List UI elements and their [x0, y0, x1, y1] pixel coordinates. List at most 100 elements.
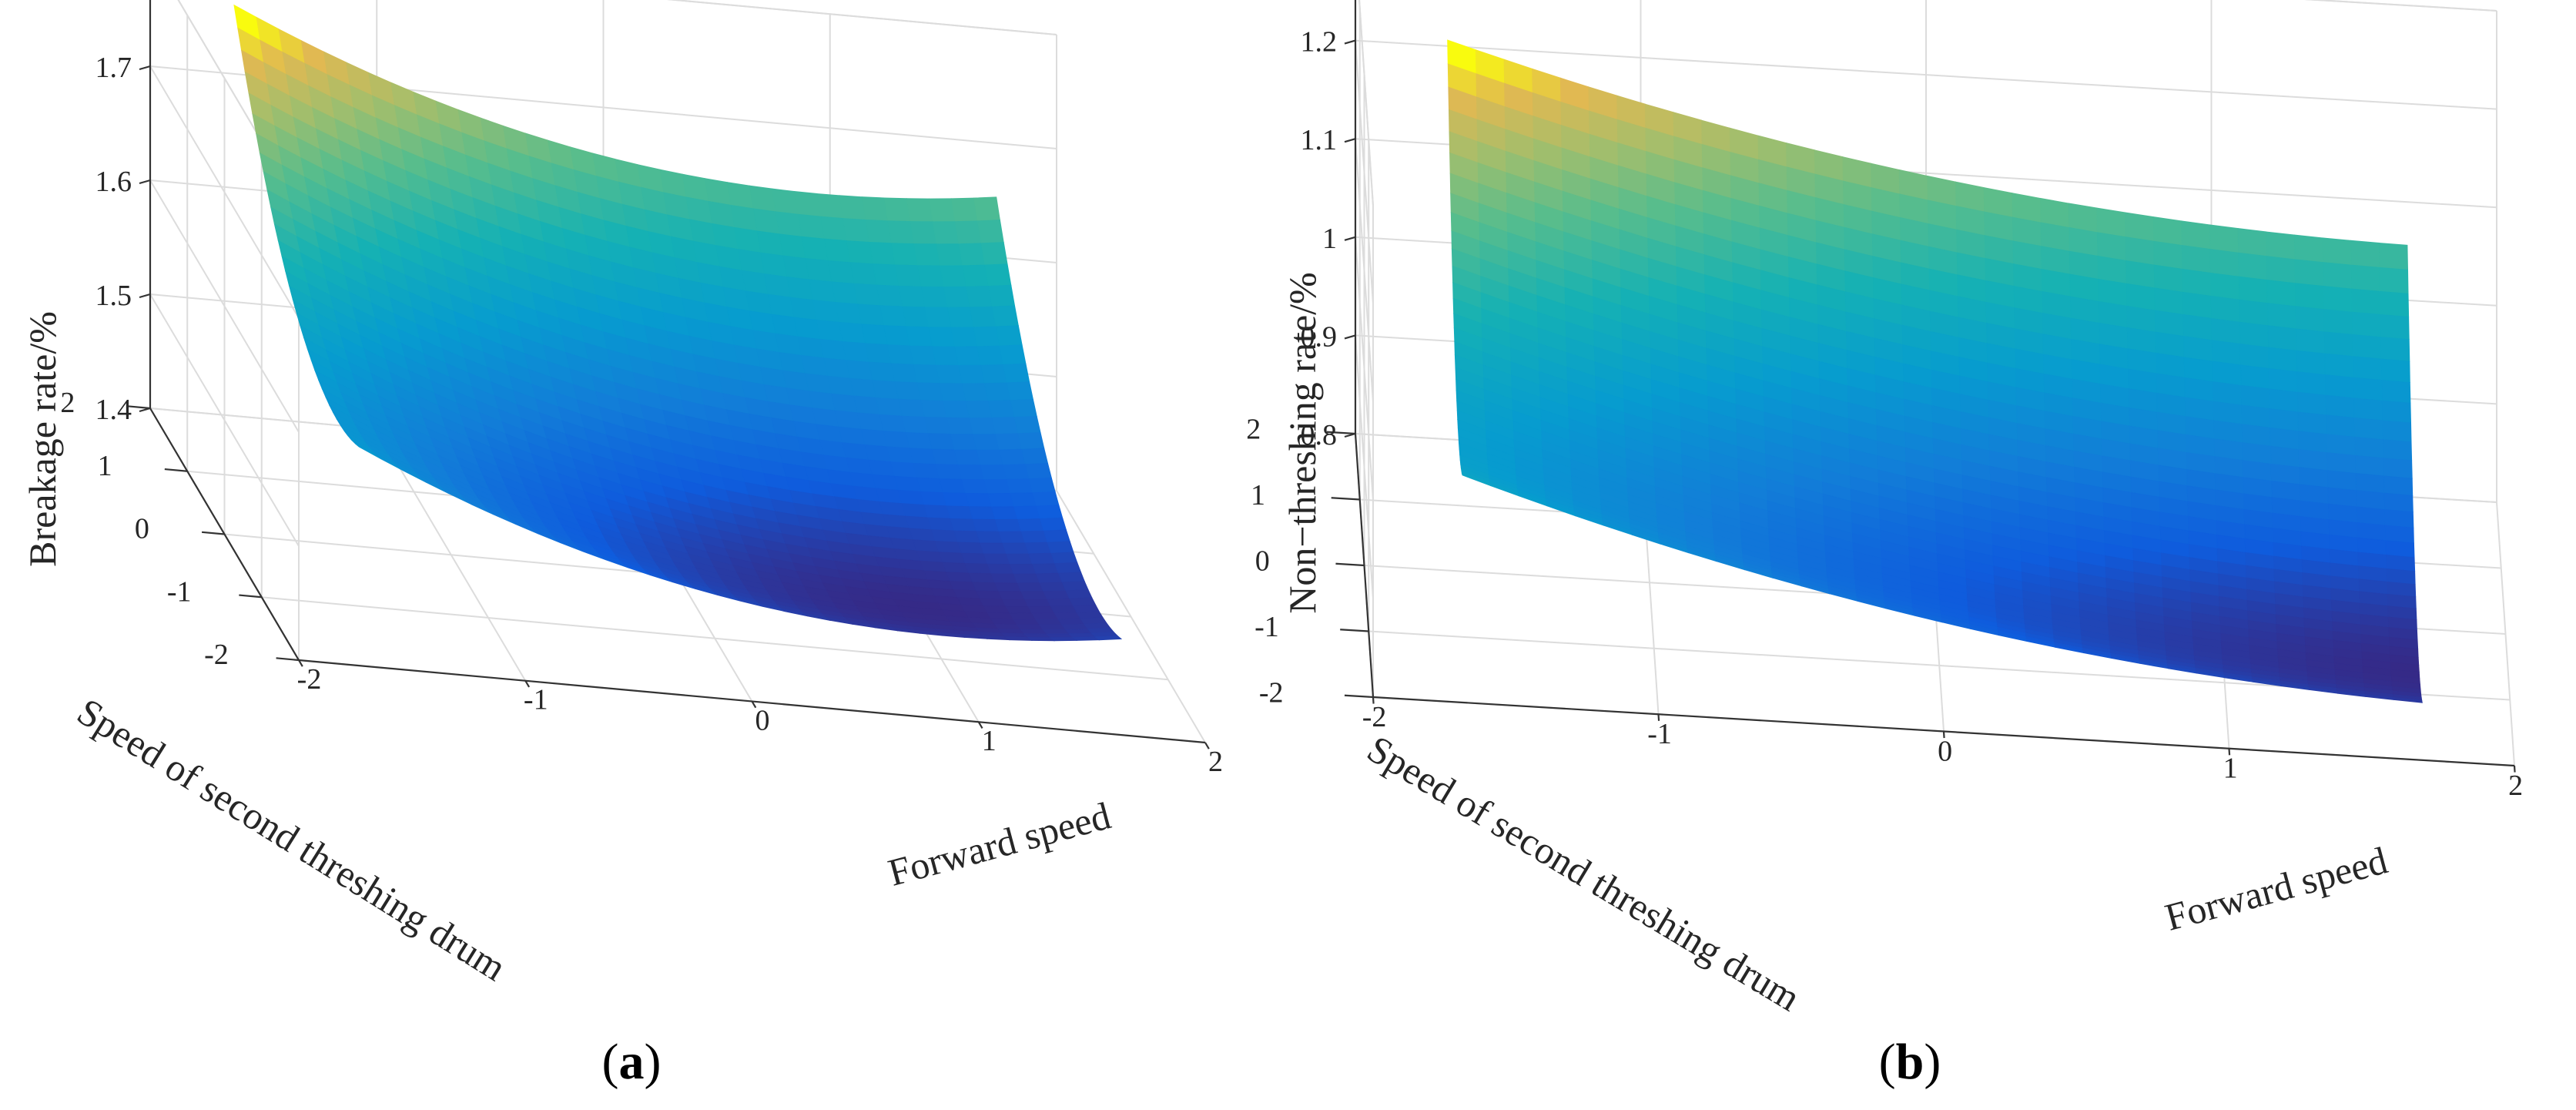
surface-patch	[998, 591, 1026, 600]
surface-patch	[856, 412, 884, 431]
surface-patch	[2325, 394, 2355, 418]
axes-a	[127, 0, 1210, 750]
frame-edge	[666, 0, 1057, 35]
surface-patch	[965, 400, 993, 419]
wall-gridline-z	[1355, 236, 1374, 501]
surface-patch	[992, 305, 1019, 327]
surface-patch	[2211, 317, 2241, 344]
surface-patch	[1028, 552, 1056, 565]
surface-patch	[976, 220, 1004, 244]
surface-patch	[1021, 448, 1049, 465]
surface-patch	[957, 542, 985, 555]
surface-patch	[868, 361, 896, 382]
surface-patch	[2326, 452, 2357, 474]
surface-patch	[2382, 420, 2412, 443]
surface-patch	[969, 417, 997, 435]
surface-patch	[991, 417, 1019, 435]
surface-patch	[976, 345, 1004, 366]
wall-gridline-z	[149, 179, 300, 433]
x-tick-label: 0	[1938, 735, 1952, 767]
surface-patch	[1007, 381, 1033, 401]
z-tick	[139, 407, 151, 413]
surface-patch	[905, 515, 933, 531]
y-tick-label: 2	[60, 387, 75, 419]
y-tick	[164, 468, 188, 472]
z-tick-label: 1.4	[95, 394, 132, 426]
surface-patch	[1024, 463, 1052, 480]
surface-patch	[1054, 612, 1081, 620]
surface-patch	[1047, 541, 1074, 554]
surface-patch	[2182, 314, 2213, 341]
surface-patch	[950, 327, 978, 347]
surface-patch	[991, 506, 1019, 520]
caption-b-letter: b	[1896, 1034, 1924, 1090]
surface-patch	[924, 307, 952, 328]
surface-patch	[842, 340, 869, 363]
surface-patch	[876, 284, 903, 307]
surface-patch	[976, 449, 1003, 466]
surface-patch	[2266, 280, 2296, 307]
surface-patch	[782, 255, 810, 280]
surface-patch	[2350, 264, 2380, 292]
surface-patch	[980, 242, 1008, 266]
surface-patch	[2238, 276, 2268, 304]
surface-patch	[987, 612, 1014, 620]
surface-patch	[1069, 597, 1097, 607]
surface-patch	[987, 400, 1015, 418]
surface-patch	[2383, 439, 2413, 461]
surface-patch	[1050, 552, 1078, 565]
surface-patch	[1006, 478, 1033, 494]
surface-patch	[902, 306, 930, 328]
surface-patch	[872, 380, 899, 400]
surface-patch	[2351, 311, 2382, 338]
surface-patch	[2153, 264, 2183, 293]
surface-patch	[909, 448, 936, 465]
surface-patch	[909, 221, 937, 245]
surface-patch	[871, 474, 899, 491]
y-tick-label: 0	[135, 513, 149, 545]
y-tick	[201, 531, 225, 535]
surface-patch	[906, 326, 933, 347]
surface-patch	[940, 265, 967, 287]
surface-patch	[958, 243, 986, 267]
axes-b	[1326, 0, 2516, 773]
surface-patch	[775, 211, 802, 237]
surface-patch	[797, 336, 825, 359]
surface-patch	[1013, 573, 1040, 584]
caption-b-prefix: (	[1879, 1034, 1896, 1090]
surface-patch	[916, 477, 944, 494]
surface-patch	[849, 262, 877, 286]
surface-patch	[968, 506, 996, 520]
surface-patch	[2266, 256, 2296, 284]
y-tick-label: 0	[1255, 545, 1270, 578]
surface-patch	[1043, 590, 1070, 600]
y-tick-label: -1	[167, 575, 192, 608]
surface-patch	[1009, 612, 1037, 620]
surface-patch	[975, 590, 1003, 600]
surface-patch	[1001, 599, 1029, 608]
surface-patch	[965, 492, 993, 508]
surface-patch	[2237, 228, 2267, 257]
surface-patch	[953, 589, 980, 599]
surface-patch	[872, 263, 899, 287]
surface-patch	[2125, 260, 2156, 289]
surface-b	[1447, 39, 2423, 703]
x-tick-label: -1	[1647, 718, 1672, 750]
surface-patch	[831, 281, 859, 305]
surface-patch	[2353, 377, 2383, 401]
surface-patch	[961, 383, 989, 402]
z-tick-label: 1.2	[1301, 26, 1338, 59]
surface-patch	[935, 541, 963, 554]
surface-patch	[2353, 397, 2383, 421]
surface-patch	[2125, 236, 2155, 266]
surface-patch	[928, 198, 956, 223]
surface-patch	[2323, 286, 2353, 313]
surface-patch	[1094, 635, 1123, 641]
surface-patch	[1031, 612, 1059, 620]
x-tick-label: 0	[755, 704, 770, 736]
surface-patch	[1049, 637, 1078, 642]
wall-gridline-z	[1355, 40, 1374, 304]
surface-patch	[2383, 492, 2414, 513]
